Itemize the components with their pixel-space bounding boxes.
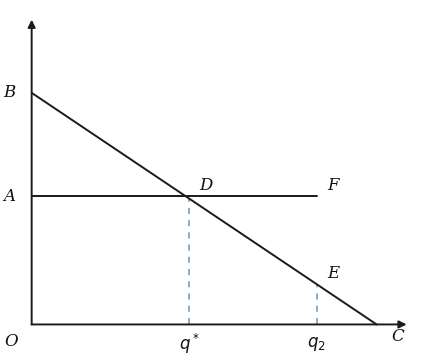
Text: B: B [3, 84, 15, 101]
Text: F: F [328, 177, 339, 194]
Text: E: E [327, 265, 340, 282]
Text: D: D [199, 177, 213, 194]
Text: $q^*$: $q^*$ [179, 332, 200, 356]
Text: $q_2$: $q_2$ [307, 335, 326, 353]
Text: O: O [4, 333, 18, 350]
Text: C: C [391, 328, 404, 345]
Text: A: A [3, 188, 15, 205]
